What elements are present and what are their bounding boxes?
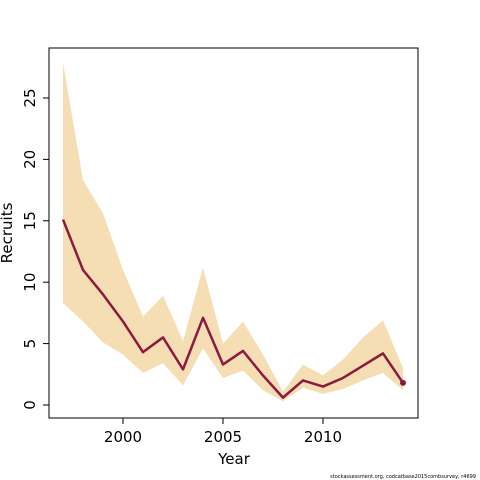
plot-frame [48,47,419,419]
x-tick-label: 2005 [204,428,242,446]
footer: stockassessment.org, codcatbase2015combs… [330,474,476,480]
y-axis-title: Recruits [0,202,16,263]
y-tick-label: 5 [21,339,39,349]
x-tick-label: 2000 [104,428,142,446]
confidence-band [63,62,403,402]
line [61,219,405,399]
x-tick-label: 2010 [304,428,342,446]
x-axis-title: Year [217,450,251,468]
y-tick-label: 25 [21,88,39,107]
y-tick-label: 20 [21,150,39,169]
y-tick-label: 15 [21,211,39,230]
last-point [400,379,406,386]
y-tick-label: 0 [21,400,39,410]
y-tick-label: 10 [21,273,39,292]
